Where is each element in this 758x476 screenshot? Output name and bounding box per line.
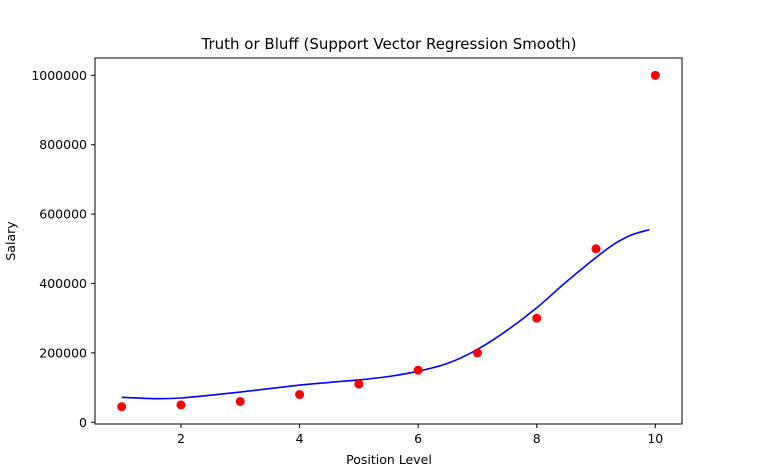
x-tick-label: 8 (533, 431, 541, 446)
y-tick-label: 1000000 (31, 68, 87, 83)
data-point (591, 244, 601, 254)
data-point (117, 402, 127, 412)
x-tick-label: 10 (647, 431, 663, 446)
data-point (532, 313, 542, 323)
data-point (413, 365, 423, 375)
y-tick-label: 600000 (39, 207, 87, 222)
y-axis-label: Salary (3, 221, 18, 261)
data-point (235, 396, 245, 406)
x-tick-label: 4 (296, 431, 304, 446)
x-tick-label: 2 (177, 431, 185, 446)
plot-area: 2 4 6 8 10 0 200000 400000 600000 800000 1000000 (31, 57, 683, 446)
y-tick-label: 400000 (39, 276, 87, 291)
data-point (176, 400, 186, 410)
data-point (650, 70, 660, 80)
x-axis-label: Position Level (346, 452, 432, 467)
regression-line (121, 228, 650, 400)
data-point (354, 379, 364, 389)
axes-frame (94, 57, 683, 425)
y-tick-label: 800000 (39, 137, 87, 152)
chart-title: Truth or Bluff (Support Vector Regressio… (201, 35, 577, 53)
y-tick-label: 0 (79, 415, 87, 430)
x-tick-label: 6 (414, 431, 422, 446)
data-point (472, 348, 482, 358)
y-tick-label: 200000 (39, 345, 87, 360)
data-point (295, 390, 305, 400)
